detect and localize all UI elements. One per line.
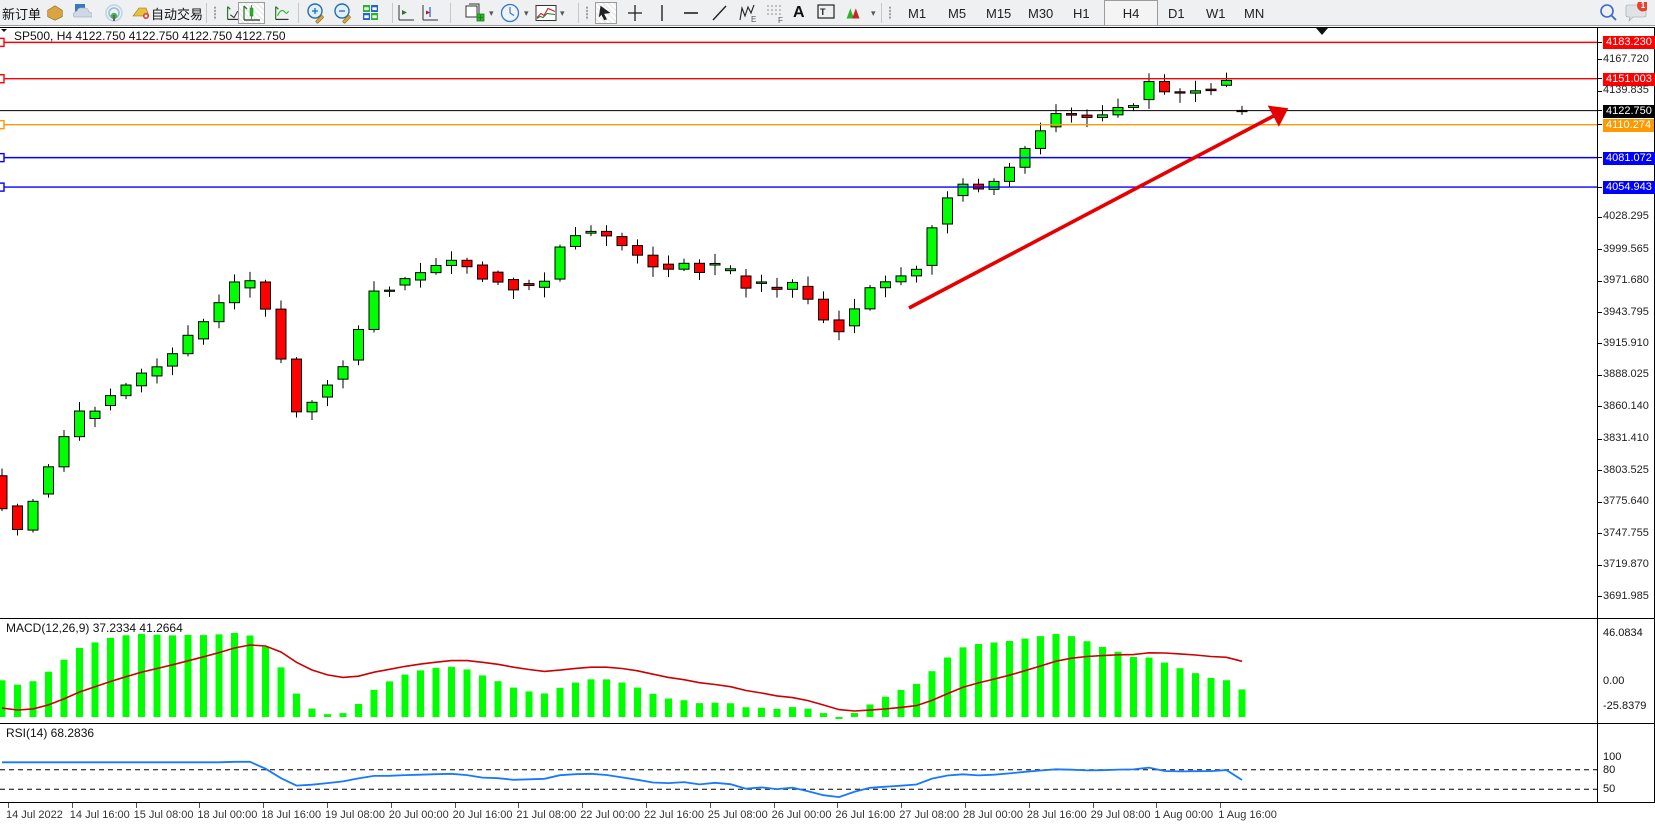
svg-text:1: 1 <box>1641 2 1646 10</box>
svg-text:T: T <box>820 7 826 17</box>
svg-text:F: F <box>778 16 783 24</box>
svg-text:E: E <box>751 15 756 24</box>
